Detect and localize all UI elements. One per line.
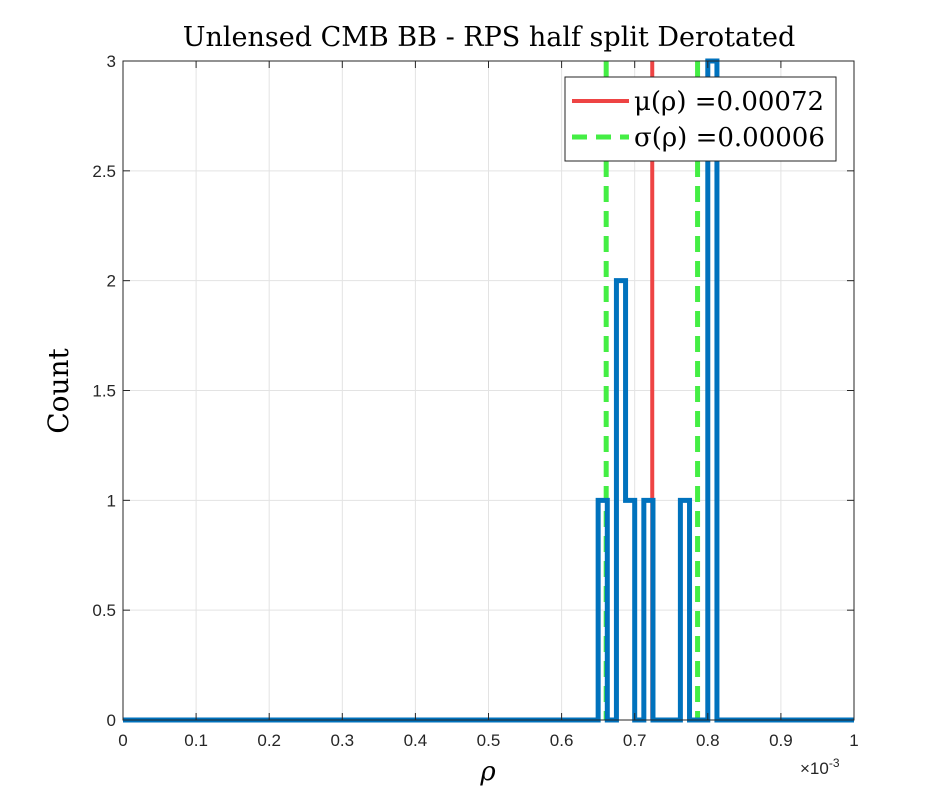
x-tick-label: 0.9 <box>769 731 793 750</box>
x-axis-exponent: ×10-3 <box>800 756 840 778</box>
x-tick-label: 0.1 <box>184 731 208 750</box>
x-tick-label: 0.3 <box>330 731 354 750</box>
y-tick-label: 1 <box>107 491 116 510</box>
y-tick-label: 1.5 <box>92 382 116 401</box>
x-axis-label: ρ <box>479 757 496 787</box>
x-tick-label: 0.6 <box>550 731 574 750</box>
legend-label: μ(ρ) =0.00072 <box>634 87 824 117</box>
x-tick-label: 0.5 <box>477 731 501 750</box>
legend: μ(ρ) =0.00072 σ(ρ) =0.00006 <box>564 76 837 162</box>
y-axis-label: Count <box>42 347 75 433</box>
y-tick-label: 2.5 <box>92 162 116 181</box>
axis-ticks: 0 0.1 0.2 0.3 0.4 0.5 0.6 0.7 0.8 0.9 1 0 0.5 1 1.5 2 2.… <box>92 52 858 750</box>
y-tick-label: 0.5 <box>92 601 116 620</box>
y-tick-label: 2 <box>107 272 116 291</box>
x-tick-label: 0.4 <box>404 731 428 750</box>
y-tick-label: 3 <box>107 52 116 71</box>
y-tick-label: 0 <box>107 711 116 730</box>
x-tick-label: 0 <box>118 731 127 750</box>
x-tick-label: 1 <box>849 731 858 750</box>
x-tick-label: 0.8 <box>696 731 720 750</box>
x-tick-label: 0.7 <box>623 731 647 750</box>
x-tick-label: 0.2 <box>257 731 281 750</box>
chart-title: Unlensed CMB BB - RPS half split Derotat… <box>183 22 796 53</box>
legend-label: σ(ρ) =0.00006 <box>634 123 825 153</box>
legend-box <box>564 76 837 162</box>
